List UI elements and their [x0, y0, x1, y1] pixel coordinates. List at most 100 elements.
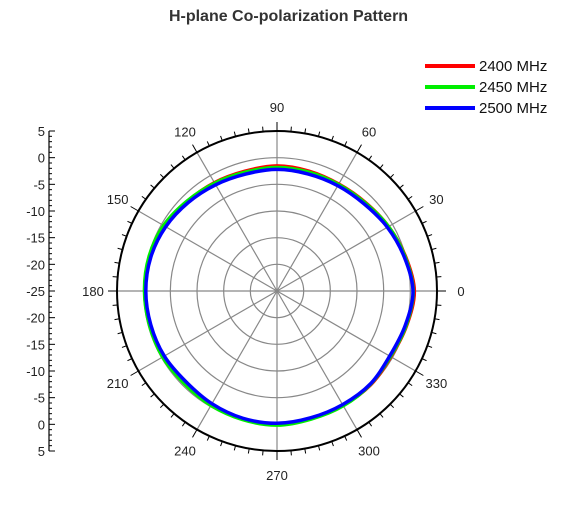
legend-label-2: 2500 MHz [479, 100, 547, 117]
angular-minor-tick [121, 345, 127, 348]
angular-major-tick [130, 206, 139, 212]
radial-tick-label: -20 [26, 257, 45, 272]
radial-tick-label: 5 [38, 444, 45, 459]
angular-minor-tick [233, 131, 237, 137]
chart-title: H-plane Co-polarization Pattern [168, 8, 409, 25]
angular-tick-label: 210 [107, 376, 129, 391]
angular-minor-tick [379, 164, 384, 169]
grid-spoke [276, 152, 358, 292]
angular-minor-tick [368, 155, 373, 161]
angular-minor-tick [114, 261, 120, 264]
angular-minor-tick [127, 358, 133, 362]
angular-minor-tick [427, 234, 433, 237]
angular-tick-label: 180 [82, 284, 104, 299]
angular-minor-tick [379, 413, 384, 418]
angular-major-tick [415, 206, 424, 212]
series-layer [142, 164, 417, 427]
angular-minor-tick [407, 195, 413, 200]
series-line-2 [144, 167, 415, 426]
grid-spoke [276, 210, 416, 292]
grid-spoke [138, 290, 278, 372]
angular-minor-tick [399, 393, 404, 398]
radial-tick-label: 0 [38, 417, 45, 432]
angular-minor-tick [114, 318, 120, 321]
legend-label-0: 2400 MHz [479, 58, 547, 75]
angular-minor-tick [220, 135, 223, 141]
angular-minor-tick [344, 141, 348, 147]
angular-minor-tick [170, 164, 175, 169]
angular-minor-tick [247, 128, 250, 134]
radial-tick-label: -10 [26, 364, 45, 379]
angular-minor-tick [117, 247, 123, 251]
angular-minor-tick [159, 173, 165, 179]
angular-minor-tick [220, 441, 223, 447]
angular-major-tick [192, 429, 198, 438]
angular-minor-tick [181, 155, 186, 161]
angular-major-tick [130, 370, 139, 376]
angular-tick-label: 0 [457, 284, 464, 299]
angular-minor-tick [434, 261, 440, 264]
legend: 2400 MHz 2450 MHz 2500 MHz [425, 58, 547, 117]
angular-minor-tick [121, 234, 127, 237]
angular-minor-tick [434, 318, 440, 321]
angular-tick-label: 240 [174, 443, 196, 458]
angular-minor-tick [317, 445, 321, 451]
angular-minor-tick [331, 441, 334, 447]
grid-spoke [138, 210, 278, 292]
angular-minor-tick [206, 435, 210, 441]
angular-tick-label: 330 [425, 376, 447, 391]
angular-major-tick [415, 370, 424, 376]
angular-minor-tick [389, 173, 395, 179]
angular-minor-tick [304, 448, 307, 454]
angular-minor-tick [421, 358, 427, 362]
radial-tick-label: -15 [26, 337, 45, 352]
angular-minor-tick [141, 382, 147, 387]
angular-major-tick [356, 144, 362, 153]
angular-minor-tick [170, 413, 175, 418]
angular-minor-tick [407, 382, 413, 387]
radial-tick-label: -25 [26, 284, 45, 299]
radial-tick-label: -10 [26, 204, 45, 219]
angular-tick-label: 90 [270, 100, 284, 115]
grid-spoke [196, 152, 278, 292]
angular-minor-tick [421, 220, 427, 224]
radial-tick-label: -5 [33, 177, 45, 192]
angular-minor-tick [247, 448, 250, 454]
angular-tick-label: 120 [174, 125, 196, 140]
angular-minor-tick [389, 403, 395, 409]
angular-minor-tick [304, 128, 307, 134]
grid-spoke [276, 290, 358, 430]
legend-label-1: 2450 MHz [479, 79, 547, 96]
angular-minor-tick [141, 195, 147, 200]
grid-spoke [196, 290, 278, 430]
angular-minor-tick [331, 135, 334, 141]
angular-minor-tick [233, 445, 237, 451]
angular-minor-tick [368, 421, 373, 427]
radial-tick-label: -20 [26, 311, 45, 326]
angular-minor-tick [150, 184, 155, 189]
angular-minor-tick [431, 247, 437, 251]
outer-ring [108, 122, 446, 460]
angular-minor-tick [181, 421, 186, 427]
angular-minor-tick [431, 331, 437, 335]
angular-minor-tick [206, 141, 210, 147]
angular-minor-tick [317, 131, 321, 137]
angular-tick-label: 300 [358, 443, 380, 458]
angular-minor-tick [127, 220, 133, 224]
angular-tick-labels: 0 30 60 90 120 150 180 210 240 270 300 330 [82, 100, 464, 483]
angular-minor-tick [427, 345, 433, 348]
radial-tick-label: -5 [33, 391, 45, 406]
angular-major-tick [356, 429, 362, 438]
angular-minor-tick [117, 331, 123, 335]
radial-tick-label: 0 [38, 151, 45, 166]
angular-tick-label: 150 [107, 192, 129, 207]
angular-minor-tick [150, 393, 155, 398]
grid-spoke [276, 290, 416, 372]
angular-major-tick [192, 144, 198, 153]
angular-tick-label: 60 [362, 125, 376, 140]
angular-minor-tick [399, 184, 404, 189]
angular-tick-label: 30 [429, 192, 443, 207]
radial-tick-label: -15 [26, 231, 45, 246]
polar-grid [117, 131, 437, 451]
